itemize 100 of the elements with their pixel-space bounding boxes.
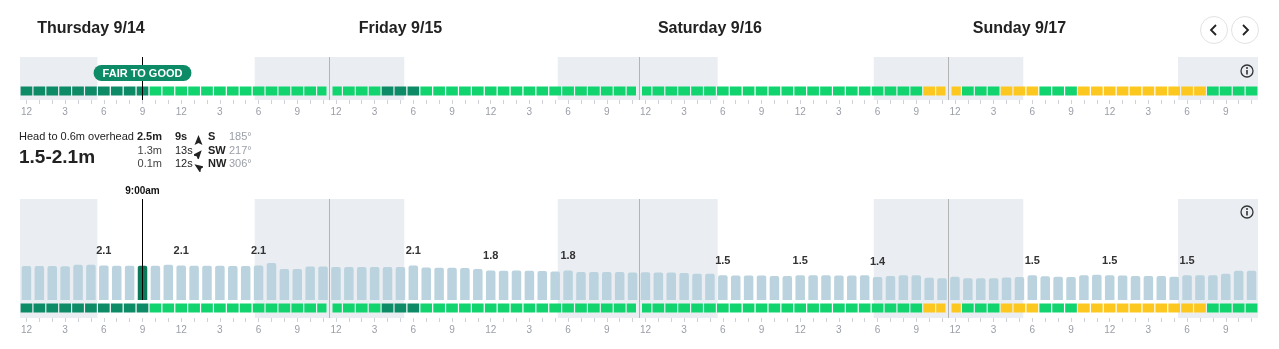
x-tick-label: 9 [758, 105, 765, 117]
text: 13s [175, 143, 193, 156]
bar [485, 270, 496, 300]
bar [885, 275, 896, 300]
bar [1221, 273, 1231, 300]
bar [859, 275, 870, 300]
x-tick-label: 3 [526, 323, 533, 335]
bar [602, 271, 612, 300]
bar [1182, 275, 1192, 300]
x-tick-label: 12 [485, 323, 497, 335]
bar [679, 273, 689, 300]
bar [331, 267, 341, 300]
bar [202, 265, 212, 300]
x-tick-label: 9 [139, 105, 146, 117]
bar [614, 271, 625, 300]
x2-tick-label: Thursday 9/14 [37, 18, 145, 36]
bar [924, 277, 934, 300]
x-tick-label: 6 [720, 105, 727, 117]
bar [279, 268, 290, 300]
bar [1014, 276, 1025, 300]
ref-line-label: 9:00am [125, 184, 160, 196]
text: S [208, 130, 216, 142]
bar [460, 268, 470, 300]
x2-tick-label: Sunday 9/17 [972, 18, 1067, 36]
bar [150, 265, 161, 300]
data-label: 1.5 [1179, 253, 1195, 266]
bar [627, 272, 638, 300]
bar [266, 263, 277, 300]
x-tick-label: 12 [330, 323, 342, 335]
x-tick-label: 9 [1068, 323, 1075, 335]
bar [1053, 276, 1063, 300]
bar [1130, 275, 1141, 300]
bar [847, 275, 857, 300]
bar [834, 275, 844, 300]
bar [511, 270, 522, 300]
data-label: 1.4 [869, 255, 887, 268]
bar [576, 271, 586, 300]
x-tick-label: 12 [1104, 105, 1116, 117]
bar [421, 267, 431, 300]
bar [305, 266, 315, 300]
x2-tick-label: Saturday 9/16 [657, 18, 763, 36]
bar [382, 267, 393, 300]
bar [524, 270, 535, 300]
bar [73, 264, 83, 300]
x-tick-label: 3 [217, 323, 224, 335]
x-tick-label: 12 [639, 323, 652, 335]
x-tick-label: 6 [1184, 323, 1191, 335]
text: 12s [175, 157, 193, 169]
x-tick-label: 9 [603, 323, 610, 335]
bar [911, 275, 922, 300]
x-tick-label: 12 [175, 323, 188, 335]
bar [498, 270, 509, 300]
x2-tick-label: Friday 9/15 [358, 18, 443, 36]
bar [253, 265, 264, 300]
bar [473, 268, 483, 300]
bar [769, 275, 780, 300]
text: 185° [229, 130, 252, 142]
bar [1001, 277, 1012, 300]
bar [176, 265, 186, 300]
text: 0.1m [136, 157, 162, 169]
bar [1079, 275, 1089, 300]
x-tick-label: 6 [1029, 105, 1036, 117]
x-tick-label: 3 [526, 105, 533, 117]
bar [963, 278, 973, 300]
bar [705, 273, 715, 300]
x-tick-label: 9 [913, 323, 920, 335]
text: Head to 0.6m overhead [19, 130, 134, 142]
x-tick-label: 9 [294, 323, 301, 335]
bar [550, 271, 560, 300]
x-tick-label: 3 [62, 323, 69, 335]
x-tick-label: 3 [681, 323, 688, 335]
bar [872, 276, 883, 300]
x-tick-label: 9 [294, 105, 301, 117]
x-tick-label: 9 [1068, 105, 1075, 117]
data-label: 1.8 [560, 248, 576, 261]
bar [950, 276, 960, 300]
bar [1092, 274, 1102, 300]
x-tick-label: 3 [1145, 105, 1152, 117]
x-tick-label: 6 [874, 105, 881, 117]
bar [1169, 276, 1179, 300]
annotation: FAIR TO GOOD [102, 67, 183, 79]
bar [163, 264, 174, 300]
bar [1156, 275, 1167, 300]
x-tick-label: 12 [175, 105, 188, 117]
data-label: 2.1 [405, 243, 421, 256]
x-tick-label: 3 [681, 105, 688, 117]
bar [666, 272, 676, 300]
x-tick-label: 3 [836, 323, 843, 335]
x-tick-label: 9 [1222, 105, 1229, 117]
bar [292, 268, 303, 300]
text: 2.5m [136, 130, 162, 142]
bar [318, 266, 328, 300]
bar [111, 265, 122, 300]
bar [653, 272, 664, 300]
bar [718, 275, 728, 300]
x-tick-label: 12 [485, 105, 497, 117]
data-label: 1.5 [1024, 253, 1040, 266]
x-tick-label: 9 [139, 323, 146, 335]
x-tick-label: 3 [217, 105, 224, 117]
x-tick-label: 12 [20, 105, 33, 117]
